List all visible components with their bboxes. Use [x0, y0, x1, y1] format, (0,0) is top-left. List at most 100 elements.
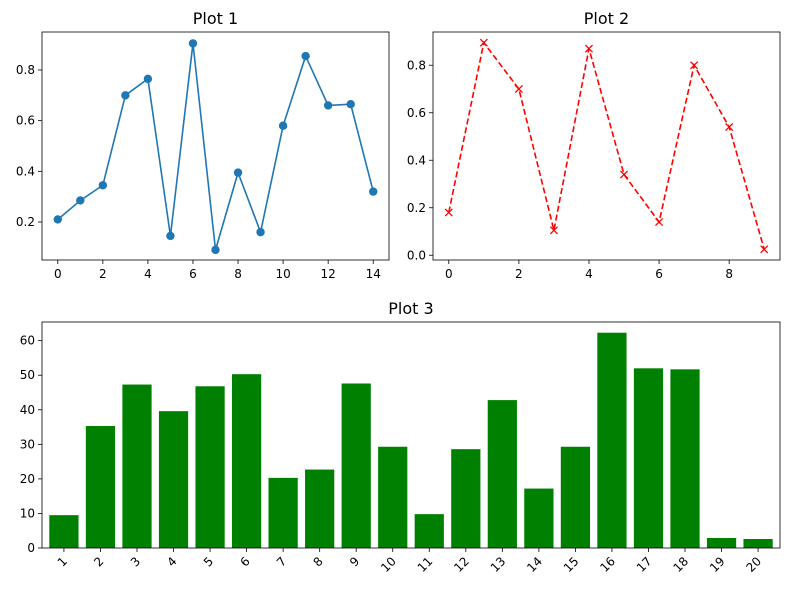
plot-3-xtick-label: 19 [707, 554, 728, 575]
plot-1-xtick-label: 6 [189, 267, 197, 281]
plot-2-ytick-label: 0.2 [407, 201, 426, 215]
plot-3-xtick-label: 18 [670, 554, 691, 575]
plot-3-ytick-label: 60 [20, 334, 35, 348]
plot-1-xtick-label: 0 [54, 267, 62, 281]
plot-2-series-line [447, 40, 765, 250]
plot-2-ytick-label: 0.0 [407, 248, 426, 262]
plot-1-ytick-label: 0.2 [16, 215, 35, 229]
plot-3-bar-1 [49, 515, 79, 548]
plot-3-xtick-label: 2 [91, 554, 106, 569]
plot-3-xtick-label: 11 [415, 554, 436, 575]
plot-2-xtick-label: 6 [655, 267, 663, 281]
plot-3-bar-4 [158, 411, 189, 548]
plot-3-bar-9 [341, 383, 371, 548]
plot-1-point-12 [323, 101, 333, 110]
plot-3-ytick-label: 0 [27, 541, 35, 555]
plot-3-bar-5 [195, 386, 225, 548]
plot-1-xtick-label: 4 [144, 267, 152, 281]
plot-1-point-3 [121, 91, 130, 100]
plot-2-title: Plot 2 [584, 9, 629, 28]
plot-1-point-11 [301, 51, 310, 61]
plot-2-xtick-label: 4 [585, 267, 593, 281]
plot-3-ytick-label: 10 [20, 506, 35, 520]
plot-1-point-10 [278, 121, 288, 130]
plot-3-xtick-label: 4 [164, 554, 179, 569]
plot-3-ytick-label: 20 [20, 472, 35, 486]
plot-3-xtick-label: 6 [237, 554, 252, 569]
plot-1-point-13 [346, 100, 355, 109]
plot-2-point-4 [584, 44, 594, 53]
plot-3-bar-14 [524, 488, 554, 548]
plot-1-xtick-label: 12 [321, 267, 336, 281]
plot-1-series-line [57, 43, 375, 251]
plot-3-xtick-label: 10 [378, 554, 399, 575]
plot-1-xtick-label: 14 [366, 267, 381, 281]
plot-1-point-0 [53, 215, 62, 224]
plot-1-point-2 [98, 181, 108, 190]
plot-1-point-4 [143, 74, 153, 84]
plot-3-ytick-label: 50 [20, 368, 35, 382]
plot-3-ytick-label: 30 [20, 437, 35, 451]
plot-3-xtick-label: 5 [201, 554, 216, 569]
plot-3-ytick-label: 40 [20, 403, 35, 417]
plot-2-point-7 [690, 61, 699, 70]
plot-3-bar-20 [743, 539, 773, 548]
plot-3-xtick-label: 7 [274, 554, 289, 569]
plot-1-ytick-label: 0.8 [16, 63, 35, 77]
plot-2-xtick-label: 8 [725, 267, 733, 281]
plot-3-xtick-label: 14 [524, 554, 545, 575]
plot-2-point-0 [444, 208, 453, 217]
plot-1-point-1 [76, 196, 85, 205]
plot-3-xtick-label: 8 [310, 554, 325, 569]
plot-2-ytick-label: 0.6 [407, 106, 426, 120]
plot-2-axes-frame [432, 31, 781, 261]
plot-3-xtick-label: 15 [561, 554, 582, 575]
plot-1-point-14 [369, 187, 378, 196]
plot-3-bar-6 [231, 374, 262, 548]
plot-2-ytick-label: 0.4 [407, 153, 426, 167]
plot-1-xtick-label: 8 [234, 267, 242, 281]
plot-1-ytick-label: 0.6 [16, 114, 35, 128]
plot-3-bar-3 [122, 384, 152, 548]
plot-1-xtick-label: 2 [99, 267, 107, 281]
plot-1-axes-frame [41, 31, 390, 261]
plot-3-bar-12 [451, 449, 481, 548]
plot-2-xtick-label: 2 [515, 267, 523, 281]
plot-2-point-5 [619, 170, 629, 179]
plot-2-ytick-label: 0.8 [407, 58, 426, 72]
plot-2-point-9 [760, 245, 769, 254]
plot-3-bar-2 [85, 426, 116, 548]
plot-2-point-1 [479, 38, 488, 47]
plot-1-point-6 [188, 39, 198, 48]
plot-2-point-6 [655, 217, 664, 227]
plot-2-point-3 [549, 226, 558, 235]
plot-1-point-5 [166, 231, 175, 241]
plot-3-xtick-label: 9 [347, 554, 362, 569]
plot-3-xtick-label: 3 [128, 554, 143, 569]
plot-3-panel: Plot 3 1 2 3 4 5 6 7 8 9 10 11 12 13 14 15 16 17 18 19 2001… [20, 299, 781, 575]
plot-2-panel: Plot 2 0 2 4 6 8 0.0 0.2 0.4 0.6 0.8 [407, 9, 781, 281]
plot-1-title: Plot 1 [193, 9, 238, 28]
plot-1-point-8 [233, 168, 243, 177]
plot-3-title: Plot 3 [388, 299, 433, 318]
plot-3-bar-7 [268, 477, 298, 548]
plot-3-bar-10 [378, 446, 408, 548]
plot-3-bar-18 [670, 369, 700, 548]
plot-2-point-2 [514, 84, 523, 94]
plot-3-bar-11 [414, 514, 444, 548]
plot-3-bar-17 [633, 368, 664, 548]
plot-3-xtick-label: 17 [634, 554, 655, 575]
plot-1-panel: Plot 1 0 2 4 6 8 10 12 14 0.2 0.4 0.6 0.8 [16, 9, 390, 281]
plot-3-bar-19 [706, 537, 737, 548]
plot-1-xtick-label: 10 [275, 267, 290, 281]
plot-3-xtick-label: 13 [488, 554, 509, 575]
plot-2-point-8 [725, 122, 734, 132]
plot-3-xtick-label: 16 [597, 554, 618, 575]
plot-3-bar-8 [305, 469, 335, 548]
plot-3-xtick-label: 20 [743, 554, 764, 575]
plot-1-point-9 [256, 227, 265, 237]
plot-2-xtick-label: 0 [445, 267, 453, 281]
plot-3-xtick-label: 1 [55, 554, 70, 569]
plot-1-point-7 [211, 245, 220, 255]
